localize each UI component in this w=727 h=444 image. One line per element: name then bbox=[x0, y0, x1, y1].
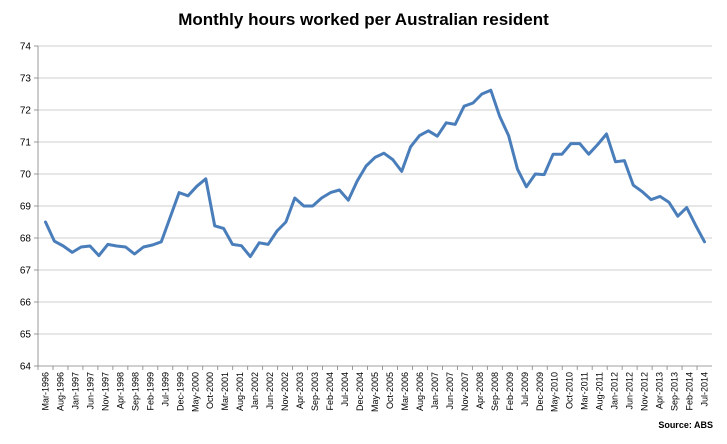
x-tick-label: Aug-2011 bbox=[595, 372, 605, 410]
y-tick-label: 73 bbox=[20, 74, 32, 85]
x-tick-label: Jun-2002 bbox=[265, 372, 275, 410]
y-tick-label: 70 bbox=[20, 170, 32, 181]
x-tick-label: Oct-2010 bbox=[565, 372, 575, 409]
source-note: Source: ABS bbox=[658, 420, 713, 430]
x-tick-label: Jul-2009 bbox=[520, 372, 530, 407]
x-tick-label: Mar-2006 bbox=[400, 372, 410, 411]
y-tick-label: 64 bbox=[20, 362, 32, 373]
x-tick-label: Nov-1997 bbox=[100, 372, 110, 411]
y-tick-label: 68 bbox=[20, 234, 32, 245]
x-tick-label: Feb-2004 bbox=[325, 372, 335, 411]
x-tick-label: Sep-2013 bbox=[670, 372, 680, 411]
x-tick-label: Jul-2004 bbox=[340, 372, 350, 407]
x-tick-label: May-2000 bbox=[190, 372, 200, 412]
x-tick-label: Nov-2007 bbox=[460, 372, 470, 411]
x-tick-label: Apr-2008 bbox=[475, 372, 485, 409]
x-tick-label: Nov-2012 bbox=[640, 372, 650, 411]
x-tick-label: Aug-2001 bbox=[235, 372, 245, 411]
x-tick-label: May-2010 bbox=[550, 372, 560, 412]
x-tick-label: Jan-2012 bbox=[610, 372, 620, 410]
x-tick-label: Feb-2014 bbox=[685, 372, 695, 411]
x-tick-label: Jul-2014 bbox=[700, 372, 710, 407]
x-tick-label: Dec-1999 bbox=[175, 372, 185, 411]
y-tick-label: 74 bbox=[20, 42, 32, 53]
x-tick-label: Mar-2011 bbox=[580, 372, 590, 410]
x-tick-label: May-2005 bbox=[370, 372, 380, 412]
x-tick-label: Jun-2012 bbox=[625, 372, 635, 410]
x-tick-label: Nov-2002 bbox=[280, 372, 290, 411]
x-tick-label: Jun-1997 bbox=[85, 372, 95, 410]
x-tick-label: Mar-1996 bbox=[40, 372, 50, 411]
x-tick-label: Aug-2006 bbox=[415, 372, 425, 411]
y-tick-label: 72 bbox=[20, 106, 32, 117]
y-tick-label: 67 bbox=[20, 266, 32, 277]
x-tick-label: Feb-1999 bbox=[145, 372, 155, 411]
x-tick-label: Sep-2003 bbox=[310, 372, 320, 411]
y-tick-label: 69 bbox=[20, 202, 32, 213]
x-tick-label: Jun-2007 bbox=[445, 372, 455, 410]
x-tick-label: Apr-1998 bbox=[115, 372, 125, 409]
x-tick-label: Apr-2003 bbox=[295, 372, 305, 409]
x-tick-label: Apr-2013 bbox=[655, 372, 665, 409]
y-tick-label: 65 bbox=[20, 330, 32, 341]
x-tick-label: Oct-2000 bbox=[205, 372, 215, 409]
x-tick-label: Jan-2007 bbox=[430, 372, 440, 410]
x-tick-label: Feb-2009 bbox=[505, 372, 515, 411]
x-tick-label: Sep-1998 bbox=[130, 372, 140, 411]
x-tick-label: Oct-2005 bbox=[385, 372, 395, 409]
chart-title: Monthly hours worked per Australian resi… bbox=[178, 10, 549, 29]
series-line bbox=[44, 88, 706, 259]
x-tick-label: Jan-1997 bbox=[70, 372, 80, 410]
x-tick-label: Dec-2004 bbox=[355, 372, 365, 411]
x-tick-label: Sep-2008 bbox=[490, 372, 500, 411]
x-tick-label: Jul-1999 bbox=[160, 372, 170, 407]
x-tick-label: Aug-1996 bbox=[55, 372, 65, 411]
y-tick-label: 66 bbox=[20, 298, 32, 309]
x-tick-label: Jan-2002 bbox=[250, 372, 260, 410]
x-tick-label: Dec-2009 bbox=[535, 372, 545, 411]
y-tick-label: 71 bbox=[20, 138, 32, 149]
x-tick-label: Mar-2001 bbox=[220, 372, 230, 411]
